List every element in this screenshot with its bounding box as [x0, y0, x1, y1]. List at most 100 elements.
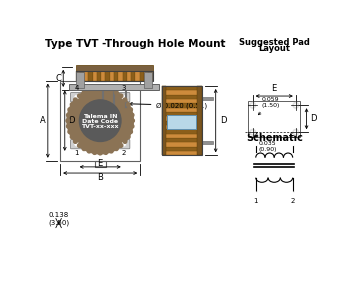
- Circle shape: [79, 100, 121, 141]
- Circle shape: [114, 147, 118, 151]
- Text: Date Code: Date Code: [82, 119, 118, 124]
- Bar: [162, 99, 202, 103]
- Text: Ø 0.020 (0.51): Ø 0.020 (0.51): [130, 102, 207, 108]
- Circle shape: [293, 129, 299, 135]
- FancyBboxPatch shape: [118, 139, 130, 149]
- Bar: [202, 141, 213, 144]
- Bar: [162, 138, 202, 142]
- Bar: [101, 71, 106, 82]
- Text: 1: 1: [253, 198, 258, 204]
- Circle shape: [294, 131, 297, 133]
- Circle shape: [252, 104, 254, 106]
- Bar: [162, 86, 202, 155]
- Bar: [69, 84, 159, 90]
- Circle shape: [87, 149, 91, 153]
- Circle shape: [122, 95, 126, 99]
- Circle shape: [78, 144, 81, 147]
- Circle shape: [66, 113, 70, 117]
- Circle shape: [294, 104, 297, 106]
- Bar: [140, 71, 144, 82]
- Circle shape: [98, 151, 102, 155]
- Text: Layout: Layout: [258, 44, 290, 53]
- Circle shape: [291, 192, 294, 196]
- Bar: [110, 71, 114, 82]
- Text: TVT-xx-xxx: TVT-xx-xxx: [81, 124, 119, 129]
- Bar: [144, 72, 152, 88]
- Circle shape: [129, 130, 132, 133]
- Bar: [162, 86, 166, 155]
- Circle shape: [104, 151, 108, 154]
- Bar: [75, 65, 153, 71]
- Circle shape: [66, 125, 70, 128]
- Circle shape: [75, 95, 79, 99]
- Bar: [114, 71, 118, 82]
- Text: D: D: [310, 114, 316, 123]
- Circle shape: [68, 130, 72, 133]
- Bar: [162, 125, 202, 129]
- Bar: [131, 71, 135, 82]
- Text: 2: 2: [291, 198, 295, 204]
- Text: A: A: [40, 116, 46, 125]
- Text: E: E: [272, 84, 277, 93]
- Circle shape: [123, 139, 127, 143]
- Bar: [162, 95, 202, 99]
- Bar: [135, 71, 140, 82]
- Text: 2: 2: [121, 150, 126, 156]
- Circle shape: [130, 113, 134, 117]
- Circle shape: [293, 102, 299, 108]
- Text: D: D: [69, 116, 75, 125]
- Circle shape: [75, 142, 79, 146]
- Bar: [162, 147, 202, 151]
- Circle shape: [110, 88, 113, 92]
- Text: 0.138
(3.50): 0.138 (3.50): [48, 212, 70, 226]
- Bar: [106, 71, 110, 82]
- Bar: [122, 71, 127, 82]
- Bar: [127, 71, 131, 82]
- Bar: [75, 71, 80, 82]
- Bar: [80, 71, 84, 82]
- Circle shape: [87, 88, 91, 92]
- Circle shape: [250, 129, 256, 135]
- Circle shape: [74, 139, 77, 143]
- Text: B: B: [97, 173, 103, 182]
- Circle shape: [119, 144, 123, 147]
- Text: 3: 3: [121, 85, 126, 91]
- Circle shape: [131, 119, 134, 123]
- Circle shape: [126, 135, 130, 139]
- Text: E: E: [98, 159, 103, 168]
- Circle shape: [122, 142, 126, 146]
- Circle shape: [93, 151, 97, 154]
- Text: C: C: [56, 74, 61, 83]
- Bar: [162, 142, 202, 147]
- Bar: [144, 71, 148, 82]
- Circle shape: [82, 147, 86, 151]
- Text: Talema IN: Talema IN: [83, 114, 118, 119]
- FancyBboxPatch shape: [71, 92, 83, 102]
- Bar: [162, 86, 202, 90]
- Text: 0.059
(1.50): 0.059 (1.50): [258, 97, 280, 115]
- Circle shape: [78, 94, 81, 98]
- Text: Suggested Pad: Suggested Pad: [239, 38, 310, 47]
- FancyBboxPatch shape: [118, 92, 130, 102]
- Text: 4: 4: [253, 133, 258, 139]
- Circle shape: [254, 142, 258, 146]
- Bar: [248, 101, 300, 137]
- Circle shape: [67, 88, 133, 154]
- Text: Type TVT -Through Hole Mount: Type TVT -Through Hole Mount: [45, 39, 226, 49]
- Bar: [162, 108, 202, 112]
- Circle shape: [93, 87, 97, 91]
- Bar: [84, 71, 88, 82]
- Text: D: D: [220, 116, 227, 125]
- Circle shape: [291, 142, 294, 146]
- Bar: [148, 71, 153, 82]
- Circle shape: [68, 108, 72, 111]
- Circle shape: [126, 103, 130, 106]
- Bar: [162, 151, 202, 155]
- Circle shape: [70, 103, 74, 106]
- Bar: [76, 72, 84, 88]
- Bar: [162, 90, 202, 95]
- Bar: [162, 121, 202, 125]
- Bar: [202, 97, 213, 100]
- Bar: [88, 71, 93, 82]
- Bar: [162, 116, 202, 121]
